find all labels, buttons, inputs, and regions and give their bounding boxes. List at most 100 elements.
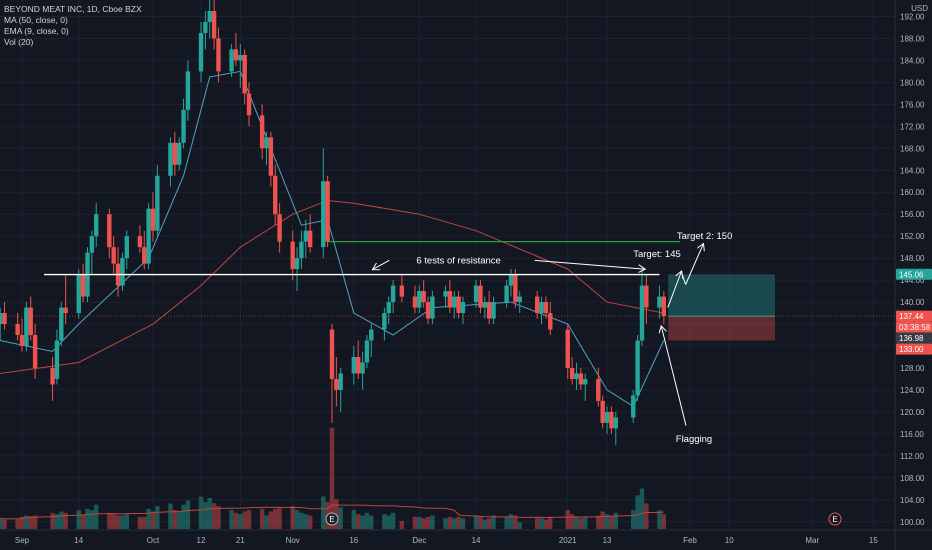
candle	[452, 291, 457, 319]
volume-bar	[360, 515, 365, 529]
candle	[198, 21, 204, 83]
x-axis[interactable]: Sep 14 Oct 12 21 Nov 16 Dec 14 2021 13 Feb 10 Mar 15	[15, 536, 878, 545]
candle-body	[583, 378, 588, 385]
candle-body	[508, 274, 514, 286]
volume-bar	[273, 508, 278, 529]
ema-legend[interactable]: EMA (9, close, 0)	[4, 26, 69, 36]
candle	[539, 296, 544, 325]
candle	[583, 373, 588, 401]
candle-body	[155, 175, 160, 231]
volume-bar	[412, 516, 418, 529]
volume-bar	[142, 516, 147, 529]
volume-bar	[299, 512, 304, 529]
candle-body	[150, 208, 156, 231]
vol-legend[interactable]: Vol (20)	[4, 37, 34, 47]
y-tick-label: 172.00	[900, 122, 925, 131]
volume-bar	[203, 502, 208, 529]
candle-body	[107, 214, 112, 248]
volume-bar	[539, 518, 544, 529]
price-label: 136.98	[896, 332, 932, 344]
candle	[334, 356, 339, 407]
candle	[508, 269, 514, 297]
volume-bar	[24, 515, 29, 529]
candle-body	[176, 142, 182, 165]
candle-body	[351, 356, 357, 374]
candle	[360, 351, 365, 390]
candle	[613, 411, 618, 445]
candle	[229, 43, 234, 77]
volume-bar	[277, 507, 282, 529]
price-label-bg	[896, 343, 932, 355]
candle-body	[604, 411, 610, 423]
volume-bar	[513, 515, 518, 529]
volume-bar	[294, 510, 300, 529]
candle-body	[565, 329, 570, 368]
candle	[478, 280, 483, 314]
candle	[578, 367, 584, 390]
y-tick-label: 120.00	[900, 408, 925, 417]
volume-bar	[63, 512, 68, 529]
volume-bar	[661, 514, 667, 529]
projection-arrow-1	[667, 272, 681, 308]
candle	[364, 335, 370, 368]
candle-body	[364, 340, 370, 363]
candle-body	[94, 214, 99, 237]
candle	[0, 307, 3, 341]
ema9-line	[0, 70, 665, 408]
price-label: 03:38:58	[896, 321, 932, 333]
candle-body	[460, 302, 466, 314]
candle-body	[307, 230, 313, 248]
x-tick-label: Dec	[412, 536, 426, 545]
symbol-title[interactable]: BEYOND MEAT INC, 1D, Cboe BZX	[4, 4, 142, 14]
candle-body	[15, 324, 20, 336]
x-tick-label: 15	[869, 536, 878, 545]
y-tick-label: 116.00	[900, 430, 924, 439]
resistance-arrow-left	[373, 259, 390, 269]
y-tick-label: 140.00	[900, 298, 925, 307]
candle-body	[2, 313, 7, 325]
candle	[32, 324, 38, 379]
candle-body	[24, 307, 29, 347]
candle	[19, 318, 25, 352]
candle-body	[168, 142, 173, 176]
x-tick-label: Oct	[147, 536, 160, 545]
volume-bar	[307, 515, 313, 529]
candle-body	[412, 296, 418, 308]
candle	[50, 356, 55, 401]
candle	[54, 329, 60, 385]
volume-bar	[631, 510, 636, 529]
candle-body	[574, 373, 579, 379]
candle-body	[268, 137, 274, 176]
candle	[456, 291, 461, 319]
candle-body	[264, 137, 269, 149]
volume-bar	[604, 514, 610, 529]
volume-bar	[382, 514, 387, 529]
volume-bar	[565, 510, 570, 529]
projection-arrow-2	[685, 244, 703, 285]
volume-bar	[482, 519, 487, 529]
candle	[569, 356, 575, 385]
candle-body	[386, 302, 391, 314]
candle-body	[290, 241, 295, 270]
candle	[596, 367, 601, 407]
ma-legend[interactable]: MA (50, close, 0)	[4, 15, 68, 25]
volume-bar	[600, 511, 605, 529]
candle	[2, 302, 7, 330]
volume-bar	[181, 504, 186, 529]
candle	[417, 285, 422, 314]
volume-bar	[89, 510, 95, 529]
candle	[399, 274, 405, 303]
candle	[513, 269, 518, 308]
target2-annotation: Target 2: 150	[677, 231, 732, 242]
y-tick-label: 168.00	[900, 144, 925, 153]
price-label-bg	[896, 268, 932, 280]
candle-body	[447, 291, 453, 308]
candle-body	[482, 302, 487, 308]
candle-body	[50, 367, 55, 385]
candle-body	[644, 285, 649, 308]
candle	[517, 291, 522, 314]
volume-bar	[613, 512, 618, 529]
volume-bar	[50, 512, 55, 529]
target1-annotation: Target: 145	[633, 249, 681, 260]
